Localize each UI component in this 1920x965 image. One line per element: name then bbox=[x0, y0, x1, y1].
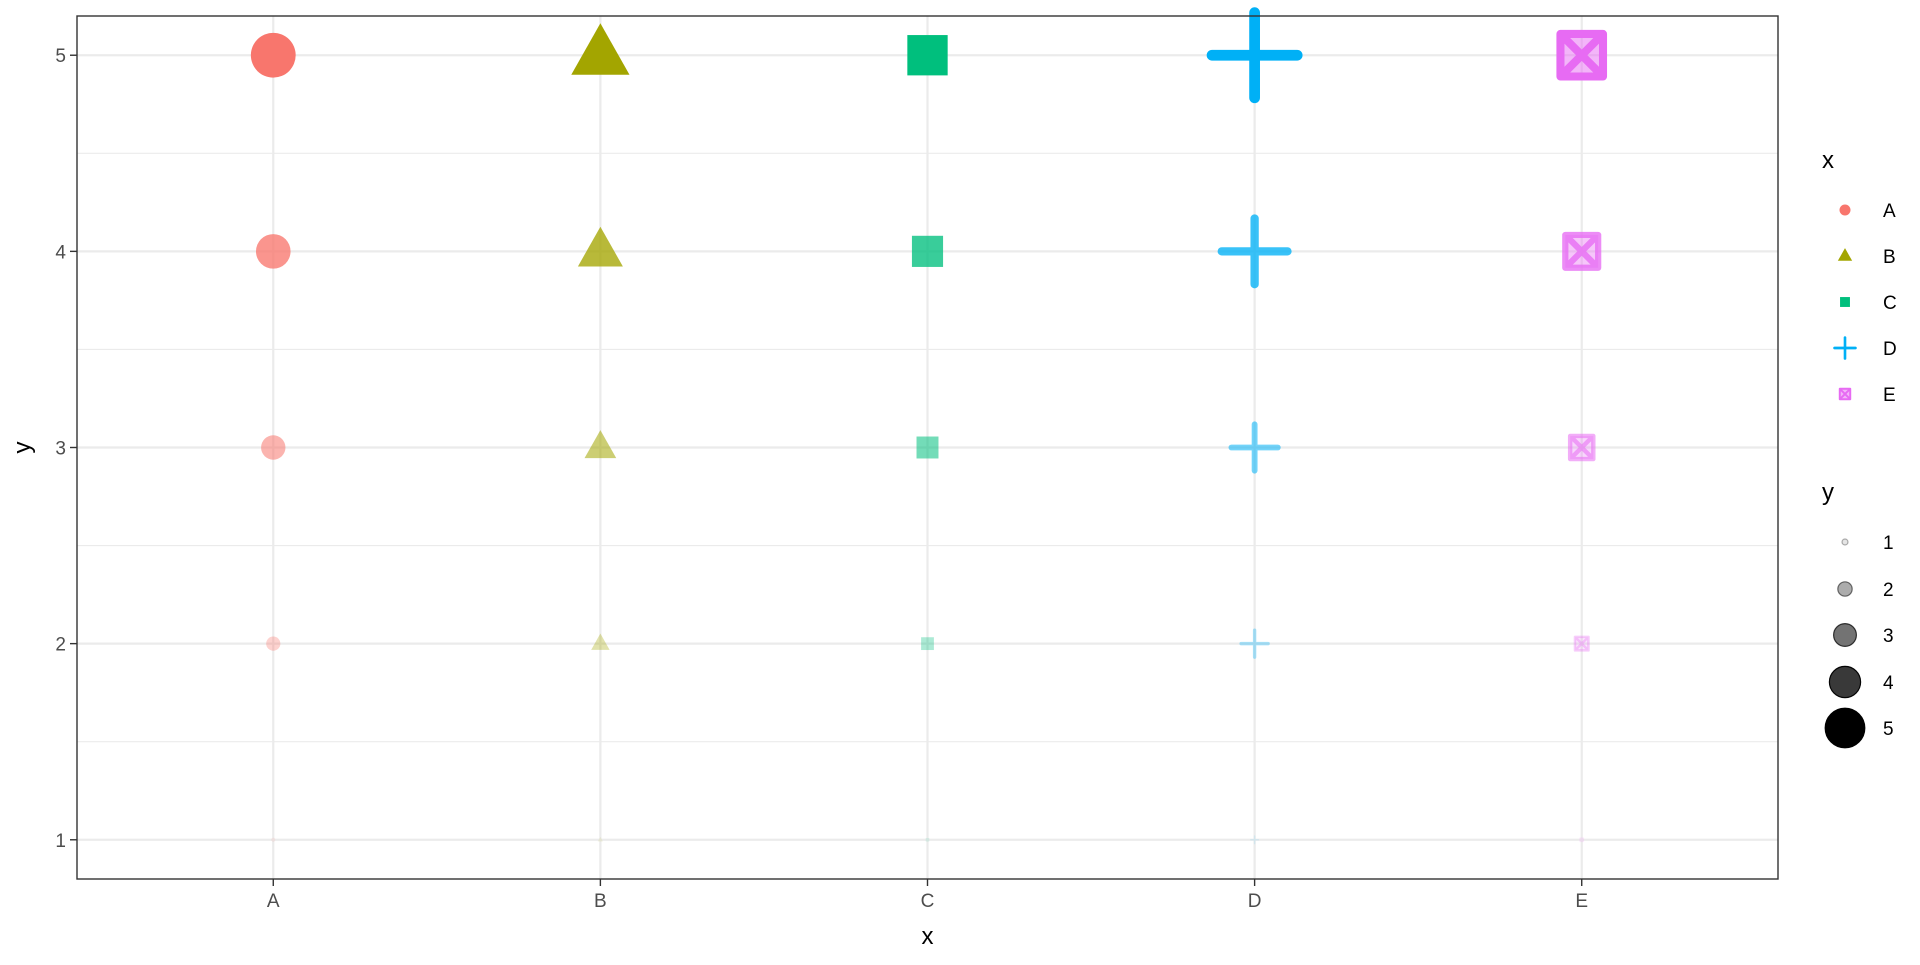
legend-size-label-3: 3 bbox=[1883, 626, 1894, 647]
x-tick-label: B bbox=[594, 891, 607, 912]
data-point-E-1 bbox=[1579, 837, 1585, 843]
legend-size-label-1: 1 bbox=[1883, 533, 1894, 554]
data-point-C-5 bbox=[907, 35, 948, 76]
data-point-A-4 bbox=[255, 234, 291, 269]
data-point-A-1 bbox=[271, 837, 276, 842]
x-tick-label: A bbox=[267, 891, 280, 912]
legend-size-label-5: 5 bbox=[1883, 719, 1894, 740]
legend-title-y: y bbox=[1822, 479, 1834, 506]
x-tick-label: E bbox=[1575, 891, 1588, 912]
legend-size-key-4 bbox=[1828, 665, 1862, 699]
legend-size-key-3 bbox=[1832, 622, 1857, 647]
data-point-C-3 bbox=[916, 436, 939, 459]
data-point-A-5 bbox=[250, 32, 296, 78]
data-point-C-2 bbox=[921, 637, 934, 651]
x-axis-title: x bbox=[922, 923, 934, 950]
y-axis-title: y bbox=[9, 442, 36, 454]
legend-title-x: x bbox=[1822, 147, 1834, 174]
legend-size-key-1 bbox=[1841, 538, 1849, 546]
legend-key-B bbox=[1837, 248, 1853, 261]
y-tick-label: 5 bbox=[55, 46, 66, 67]
data-point-B-4 bbox=[577, 226, 623, 267]
data-point-A-3 bbox=[261, 435, 286, 460]
legend-size-key-2 bbox=[1837, 581, 1853, 597]
y-tick-label: 4 bbox=[55, 242, 66, 263]
data-point-B-5 bbox=[571, 23, 630, 75]
data-point-D-5 bbox=[1206, 7, 1303, 104]
data-point-B-2 bbox=[591, 633, 610, 650]
legend-label-E: E bbox=[1883, 385, 1896, 406]
data-point-D-1 bbox=[1250, 835, 1260, 845]
x-tick-label: C bbox=[921, 891, 935, 912]
data-point-A-2 bbox=[266, 636, 281, 651]
legend-label-D: D bbox=[1883, 339, 1897, 360]
y-tick-label: 3 bbox=[55, 439, 66, 460]
data-point-B-1 bbox=[597, 836, 603, 842]
y-tick-label: 1 bbox=[55, 831, 66, 852]
x-tick-label: D bbox=[1248, 891, 1262, 912]
data-point-C-4 bbox=[911, 235, 944, 267]
y-tick-label: 2 bbox=[55, 635, 66, 656]
data-point-B-3 bbox=[584, 430, 617, 459]
legend-key-C bbox=[1840, 297, 1850, 307]
legend-key-E bbox=[1838, 387, 1852, 401]
data-point-E-3 bbox=[1567, 433, 1596, 462]
data-point-C-1 bbox=[925, 837, 930, 842]
legend-size-key-5 bbox=[1824, 707, 1866, 749]
data-point-E-2 bbox=[1573, 635, 1590, 652]
data-point-E-5 bbox=[1556, 29, 1608, 81]
legend-size-label-4: 4 bbox=[1883, 673, 1894, 694]
legend-key-A bbox=[1839, 204, 1851, 216]
data-point-D-3 bbox=[1228, 421, 1281, 474]
data-point-E-4 bbox=[1562, 231, 1602, 271]
legend-label-A: A bbox=[1883, 201, 1896, 222]
data-point-D-2 bbox=[1239, 628, 1270, 659]
legend-size-label-2: 2 bbox=[1883, 580, 1894, 601]
legend-label-C: C bbox=[1883, 293, 1897, 314]
data-point-D-4 bbox=[1217, 214, 1292, 289]
legend-key-D bbox=[1833, 336, 1857, 360]
legend-label-B: B bbox=[1883, 247, 1896, 268]
